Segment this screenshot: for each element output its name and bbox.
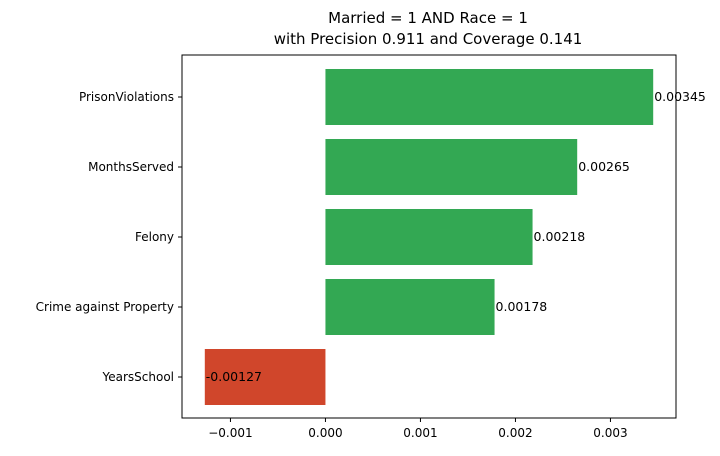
y-tick-label-prisonviolations: PrisonViolations [79,90,174,104]
bar-felony [325,209,533,265]
bar-crime-against-property [325,279,495,335]
data-label-prisonviolations: 0.00345 [654,89,706,104]
y-tick-label-yearsschool: YearsSchool [102,370,175,384]
y-tick-label-monthsserved: MonthsServed [88,160,174,174]
x-tick-label: 0.000 [308,426,342,440]
bar-yearsschool [204,349,326,405]
x-tick-label: 0.002 [498,426,532,440]
data-label-crime-against-property: 0.00178 [496,299,548,314]
x-tick-label: −0.001 [208,426,252,440]
data-label-felony: 0.00218 [534,229,586,244]
x-tick-label: 0.003 [593,426,627,440]
data-label-monthsserved: 0.00265 [578,159,630,174]
bar-prisonviolations [325,69,654,125]
x-tick-label: 0.001 [403,426,437,440]
chart-title-line-1: Married = 1 AND Race = 1 [328,9,528,27]
data-label-yearsschool: -0.00127 [206,369,262,384]
chart-title-line-2: with Precision 0.911 and Coverage 0.141 [274,30,583,48]
y-tick-label-crime-against-property: Crime against Property [36,300,174,314]
y-tick-label-felony: Felony [135,230,174,244]
bar-monthsserved [325,139,578,195]
